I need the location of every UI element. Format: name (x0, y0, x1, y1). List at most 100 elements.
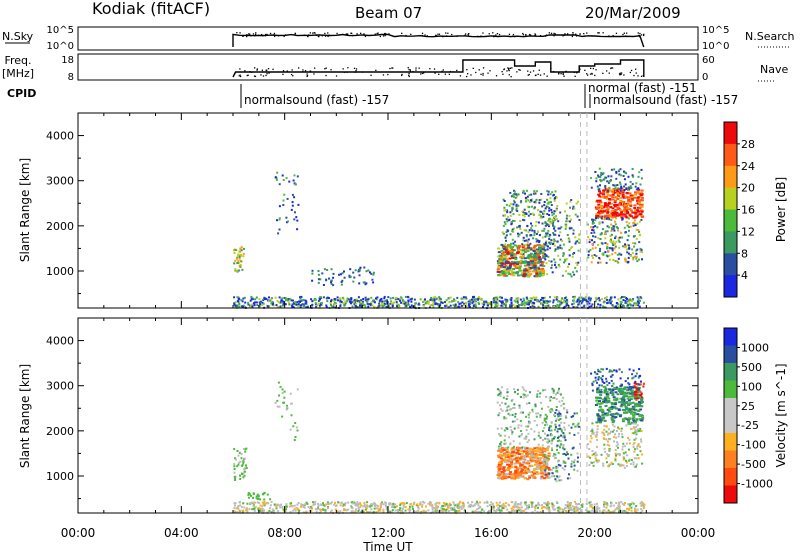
scatter-cell (519, 228, 522, 230)
scatter-cell (289, 298, 292, 301)
scatter-cell (359, 304, 361, 307)
scatter-cell (236, 296, 239, 299)
colorbar-tick-label: 12 (741, 225, 755, 238)
scatter-cell (239, 247, 242, 250)
scatter-cell (563, 452, 566, 455)
scatter-cell (545, 462, 549, 465)
scatter-cell (603, 399, 607, 402)
scatter-cell (557, 509, 560, 512)
scatter-cell (513, 388, 516, 391)
scatter-cell (551, 505, 554, 508)
scatter-cell (560, 427, 563, 430)
scatter-cell (605, 511, 608, 514)
scatter-cell (436, 505, 439, 508)
scatter-cell (588, 241, 591, 244)
scatter-cell (618, 390, 621, 393)
scatter-cell (628, 507, 631, 510)
scatter-cell (534, 507, 537, 510)
scatter-cell (504, 236, 507, 239)
nave-dot (401, 74, 403, 77)
scatter-cell (511, 420, 514, 423)
scatter-cell (562, 436, 565, 439)
scatter-cell (631, 211, 635, 214)
scatter-cell (442, 502, 445, 504)
scatter-cell (235, 507, 238, 510)
scatter-cell (547, 255, 550, 258)
scatter-cell (471, 510, 474, 513)
scatter-cell (302, 511, 305, 514)
scatter-cell (454, 303, 457, 306)
scatter-cell (524, 260, 528, 263)
nave-dot (387, 73, 389, 76)
scatter-cell (570, 227, 573, 230)
scatter-cell (394, 297, 397, 299)
scatter-cell (519, 508, 522, 511)
scatter-cell (244, 301, 247, 304)
nave-dot (537, 73, 539, 75)
scatter-cell (500, 270, 504, 272)
scatter-cell (270, 500, 273, 503)
scatter-cell (553, 508, 556, 511)
scatter-cell (552, 299, 555, 302)
scatter-cell (637, 393, 641, 396)
scatter-cell (500, 427, 503, 430)
scatter-cell (478, 505, 481, 508)
scatter-cell (543, 300, 546, 303)
scatter-cell (633, 421, 637, 424)
scatter-cell (505, 473, 509, 476)
scatter-cell (516, 471, 520, 474)
nave-dot (256, 68, 258, 70)
scatter-cell (268, 299, 271, 302)
scatter-cell (626, 239, 629, 242)
scatter-cell (620, 390, 624, 393)
scatter-cell (457, 301, 460, 304)
scatter-cell (292, 179, 295, 182)
scatter-cell (253, 509, 256, 512)
scatter-cell (550, 475, 553, 478)
scatter-cell (530, 234, 533, 237)
scatter-cell (409, 503, 412, 506)
scatter-cell (510, 429, 513, 432)
scatter-cell (576, 306, 579, 309)
colorbar-swatch (724, 122, 737, 145)
scatter-cell (507, 463, 511, 466)
scatter-cell (274, 401, 277, 404)
scatter-cell (565, 509, 568, 512)
scatter-cell (519, 430, 522, 432)
scatter-cell (325, 304, 328, 307)
scatter-cell (505, 268, 509, 271)
colorbar-tick-label: 20 (741, 182, 755, 195)
noise-search-dot (314, 32, 316, 34)
scatter-cell (397, 305, 400, 308)
scatter-cell (620, 211, 624, 214)
scatter-cell (379, 508, 382, 510)
scatter-cell (530, 193, 533, 196)
scatter-cell (335, 504, 338, 507)
scatter-cell (604, 412, 607, 415)
scatter-cell (348, 274, 351, 277)
scatter-cell (465, 305, 468, 308)
scatter-cell (525, 270, 529, 273)
scatter-cell (629, 204, 633, 207)
scatter-cell (610, 218, 613, 221)
scatter-cell (596, 226, 599, 229)
scatter-cell (514, 505, 517, 508)
scatter-cell (523, 257, 527, 260)
scatter-cell (549, 247, 552, 250)
nave-dot (539, 74, 542, 76)
scatter-cell (561, 239, 564, 242)
scatter-cell (497, 445, 500, 448)
scatter-cell (275, 505, 278, 508)
scatter-cell (624, 502, 626, 504)
scatter-cell (568, 432, 571, 435)
scatter-cell (554, 415, 556, 418)
scatter-cell (543, 419, 546, 422)
scatter-cell (541, 205, 544, 208)
scatter-cell (234, 477, 237, 480)
scatter-cell (554, 453, 557, 456)
scatter-cell (404, 509, 407, 512)
scatter-cell (513, 264, 517, 267)
scatter-cell (512, 508, 515, 511)
scatter-cell (626, 297, 628, 300)
scatter-cell (506, 428, 509, 430)
